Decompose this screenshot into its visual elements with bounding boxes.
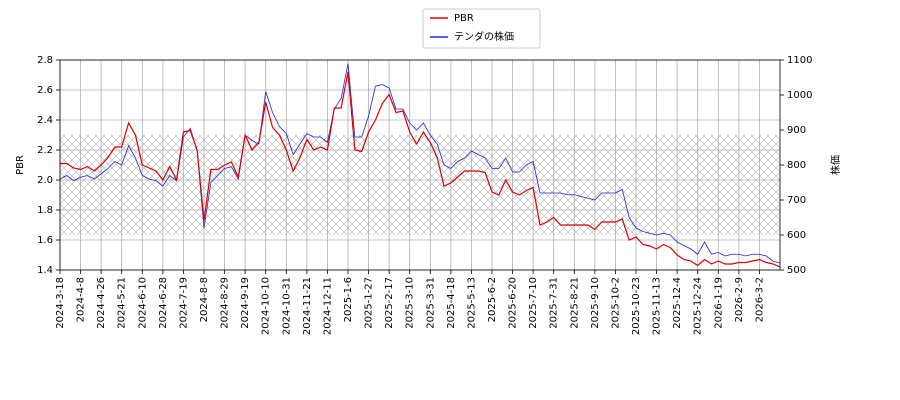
x-tick-label: 2024-8-29: [220, 277, 231, 329]
y-tick-label: 2.2: [37, 145, 53, 156]
x-tick-label: 2025-1-27: [364, 277, 375, 329]
x-tick-label: 2024-10-31: [281, 277, 292, 335]
series-line: [60, 71, 781, 268]
hatch-band: [60, 135, 780, 235]
x-tick-label: 2025-6-20: [508, 277, 519, 329]
x-tick-label: 2025-3-31: [425, 277, 436, 329]
x-tick-label: 2024-4-8: [76, 277, 87, 322]
y-axis-label: PBR: [15, 155, 26, 175]
legend-label: テンダの株価: [454, 30, 514, 43]
x-tick-label: 2025-2-17: [384, 277, 395, 329]
y-tick-label: 1.6: [37, 235, 53, 246]
y-tick-label: 2.8: [37, 55, 53, 66]
x-tick-label: 2024-6-28: [158, 277, 169, 329]
x-tick-label: 2024-7-19: [178, 277, 189, 329]
x-tick-label: 2024-10-10: [261, 277, 272, 335]
y2-axis-label: 株価: [829, 155, 842, 175]
x-tick-label: 2024-8-8: [199, 277, 210, 322]
x-tick-label: 2025-11-13: [652, 277, 663, 335]
y2-tick-label: 800: [787, 160, 806, 171]
x-tick-label: 2024-4-26: [96, 277, 107, 329]
x-tick-label: 2024-3-18: [55, 277, 66, 329]
x-tick-label: 2025-3-10: [405, 277, 416, 329]
x-tick-label: 2025-6-2: [487, 277, 498, 322]
x-tick-label: 2026-3-2: [754, 277, 765, 322]
x-tick-label: 2025-5-13: [466, 277, 477, 329]
legend: PBR テンダの株価: [422, 8, 541, 49]
y2-tick-label: 1000: [787, 90, 812, 101]
y-tick-label: 1.8: [37, 205, 53, 216]
x-tick-label: 2025-8-21: [569, 277, 580, 329]
x-tick-label: 2024-12-11: [322, 277, 333, 335]
x-tick-label: 2025-7-10: [528, 277, 539, 329]
x-tick-label: 2025-10-2: [610, 277, 621, 329]
x-tick-label: 2025-12-24: [693, 277, 704, 335]
y-tick-label: 1.4: [37, 265, 53, 276]
x-tick-label: 2025-7-31: [549, 277, 560, 329]
x-tick-label: 2025-9-10: [590, 277, 601, 329]
y-tick-label: 2.6: [37, 85, 53, 96]
y-tick-label: 2.4: [37, 115, 53, 126]
y2-tick-label: 600: [787, 230, 806, 241]
x-tick-label: 2024-5-21: [117, 277, 128, 329]
x-tick-label: 2026-1-19: [713, 277, 724, 329]
y2-tick-label: 500: [787, 265, 806, 276]
legend-box: [422, 8, 541, 49]
x-tick-label: 2024-9-19: [240, 277, 251, 329]
x-tick-label: 2024-11-21: [302, 277, 313, 335]
y2-tick-label: 1100: [787, 55, 812, 66]
legend-label: PBR: [454, 13, 474, 24]
y2-tick-label: 900: [787, 125, 806, 136]
x-tick-label: 2025-12-4: [672, 277, 683, 329]
x-tick-label: 2025-1-6: [343, 277, 354, 322]
x-tick-label: 2026-2-9: [734, 277, 745, 322]
x-tick-label: 2024-6-10: [137, 277, 148, 329]
x-tick-label: 2025-4-18: [446, 277, 457, 329]
y-tick-label: 2.0: [37, 175, 53, 186]
x-tick-label: 2025-10-23: [631, 277, 642, 335]
y2-tick-label: 700: [787, 195, 806, 206]
